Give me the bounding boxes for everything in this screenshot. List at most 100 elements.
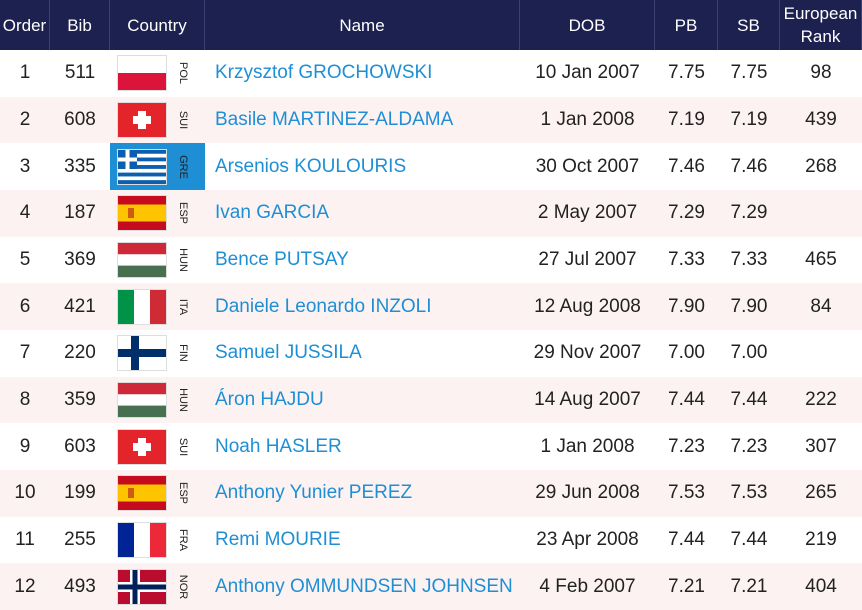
table-cell: 10 — [14, 482, 36, 504]
table-cell: 23 Apr 2008 — [536, 528, 639, 550]
table-cell: 7.00 — [730, 342, 768, 364]
athlete-name[interactable]: Basile MARTINEZ-ALDAMA — [215, 108, 454, 130]
table-cell: 335 — [64, 155, 96, 177]
athlete-name[interactable]: Arsenios KOULOURIS — [215, 155, 407, 177]
table-cell: 219 — [805, 528, 837, 550]
flag — [117, 288, 167, 325]
country-code: NOR — [177, 574, 189, 599]
table-cell: 7.29 — [668, 202, 705, 224]
country-cell: ITA — [110, 283, 205, 330]
table-cell: 265 — [805, 482, 837, 504]
table-row: 2 608 SUI Basile MARTINEZ-ALDAMA 1 Jan 2008 7… — [0, 96, 862, 144]
table-cell: 7.21 — [668, 575, 705, 597]
table-row: 11 255 FRA Remi MOURIE 23 Apr 2008 7.44 7.44 21… — [0, 516, 862, 564]
table-cell: 4 — [19, 202, 31, 224]
table-cell: 29 Nov 2007 — [533, 342, 642, 364]
country-code: FIN — [177, 344, 189, 363]
table-cell: 7.33 — [730, 248, 768, 270]
column-header: Bib — [50, 0, 110, 50]
table-cell: 608 — [64, 108, 96, 130]
table-cell: 603 — [64, 435, 96, 457]
table-cell: 268 — [805, 155, 837, 177]
country-cell: SUI — [110, 97, 205, 144]
athlete-name[interactable]: Anthony Yunier PEREZ — [215, 482, 413, 504]
table-cell: 511 — [64, 62, 96, 84]
table-row: 3 335 GRE Arsenios KOULOURIS 30 Oct 2007 7.46… — [0, 143, 862, 190]
table-cell: 7.44 — [730, 528, 768, 550]
table-cell: 12 Aug 2008 — [534, 295, 641, 317]
athlete-name[interactable]: Bence PUTSAY — [215, 248, 349, 270]
table-cell: 10 Jan 2007 — [535, 62, 640, 84]
country-cell: HUN — [110, 377, 205, 424]
table-cell: 7.53 — [730, 482, 768, 504]
table-cell: 11 — [15, 528, 35, 550]
table-cell: 404 — [805, 575, 837, 597]
table-cell: 7.19 — [730, 108, 768, 130]
country-code: GRE — [177, 154, 189, 179]
table-cell: 1 — [19, 62, 31, 84]
athlete-name[interactable]: Anthony OMMUNDSEN JOHNSEN — [215, 575, 513, 597]
flag — [117, 335, 167, 372]
flag — [117, 241, 167, 278]
table-row: 4 187 ESP Ivan GARCIA 2 May 2007 7.29 7.29 — [0, 190, 862, 237]
country-code: SUI — [177, 110, 189, 130]
athlete-name[interactable]: Ivan GARCIA — [215, 202, 330, 224]
athlete-name[interactable]: Remi MOURIE — [215, 528, 341, 550]
country-code: HUN — [177, 248, 189, 272]
table-cell: 439 — [805, 108, 837, 130]
table-cell: 222 — [805, 388, 837, 410]
column-header: SB — [718, 0, 780, 50]
table-cell: 7.53 — [668, 482, 705, 504]
athlete-name[interactable]: Áron HAJDU — [215, 388, 324, 410]
athlete-name[interactable]: Daniele Leonardo INZOLI — [215, 295, 432, 317]
table-cell: 359 — [64, 388, 96, 410]
table-cell: 7.46 — [730, 155, 768, 177]
column-header: Country — [110, 0, 205, 50]
table-cell: 7.90 — [730, 295, 768, 317]
column-header: Name — [205, 0, 520, 50]
country-cell: POL — [110, 50, 205, 97]
table-row: 12 493 NOR Anthony OMMUNDSEN JOHNSEN 4 Feb 2… — [0, 563, 862, 610]
table-cell: 2 — [19, 108, 31, 130]
table-cell: 7.46 — [668, 155, 705, 177]
table-cell: 2 May 2007 — [537, 202, 638, 224]
flag — [117, 568, 167, 605]
table-row: 7 220 FIN Samuel JUSSILA 29 Nov 2007 7.00 7.00 — [0, 330, 862, 377]
flag — [117, 428, 167, 465]
table-cell: 307 — [805, 435, 837, 457]
table-cell: 493 — [64, 575, 96, 597]
country-code: ITA — [177, 298, 189, 315]
table-cell: 1 Jan 2008 — [540, 108, 635, 130]
table-cell: 98 — [810, 62, 832, 84]
country-code: HUN — [177, 388, 189, 412]
table-cell: 369 — [64, 248, 96, 270]
table-cell: 220 — [64, 342, 96, 364]
country-cell: ESP — [110, 190, 205, 237]
flag — [117, 101, 167, 138]
country-code: SUI — [177, 437, 189, 456]
table-cell: 7.33 — [668, 248, 705, 270]
flag — [117, 381, 167, 418]
flag — [117, 148, 167, 185]
table-cell: 7.44 — [668, 388, 705, 410]
country-code: ESP — [177, 202, 189, 225]
table-row: 1 511 POL Krzysztof GROCHOWSKI 10 Jan 2007 7.… — [0, 50, 862, 97]
table-row: 8 359 HUN Áron HAJDU 14 Aug 2007 7.44 7.44 222 — [0, 376, 862, 424]
column-header: European Rank — [780, 0, 862, 50]
athlete-name[interactable]: Noah HASLER — [215, 435, 342, 457]
country-code: POL — [177, 62, 189, 85]
table-cell: 27 Jul 2007 — [538, 248, 637, 270]
athlete-name[interactable]: Samuel JUSSILA — [215, 342, 362, 364]
table-cell: 7.00 — [668, 342, 705, 364]
flag — [117, 475, 167, 512]
table-cell: 7.19 — [668, 108, 705, 130]
table-cell: 255 — [64, 528, 96, 550]
table-cell: 9 — [19, 435, 31, 457]
table-cell: 465 — [805, 248, 837, 270]
athlete-name[interactable]: Krzysztof GROCHOWSKI — [215, 62, 433, 84]
table-cell: 7.21 — [730, 575, 768, 597]
table-cell: 7.44 — [668, 528, 705, 550]
table-cell: 7.44 — [730, 388, 768, 410]
header-row: Order Bib Country Name DOB PB SB European Rank — [0, 0, 862, 50]
